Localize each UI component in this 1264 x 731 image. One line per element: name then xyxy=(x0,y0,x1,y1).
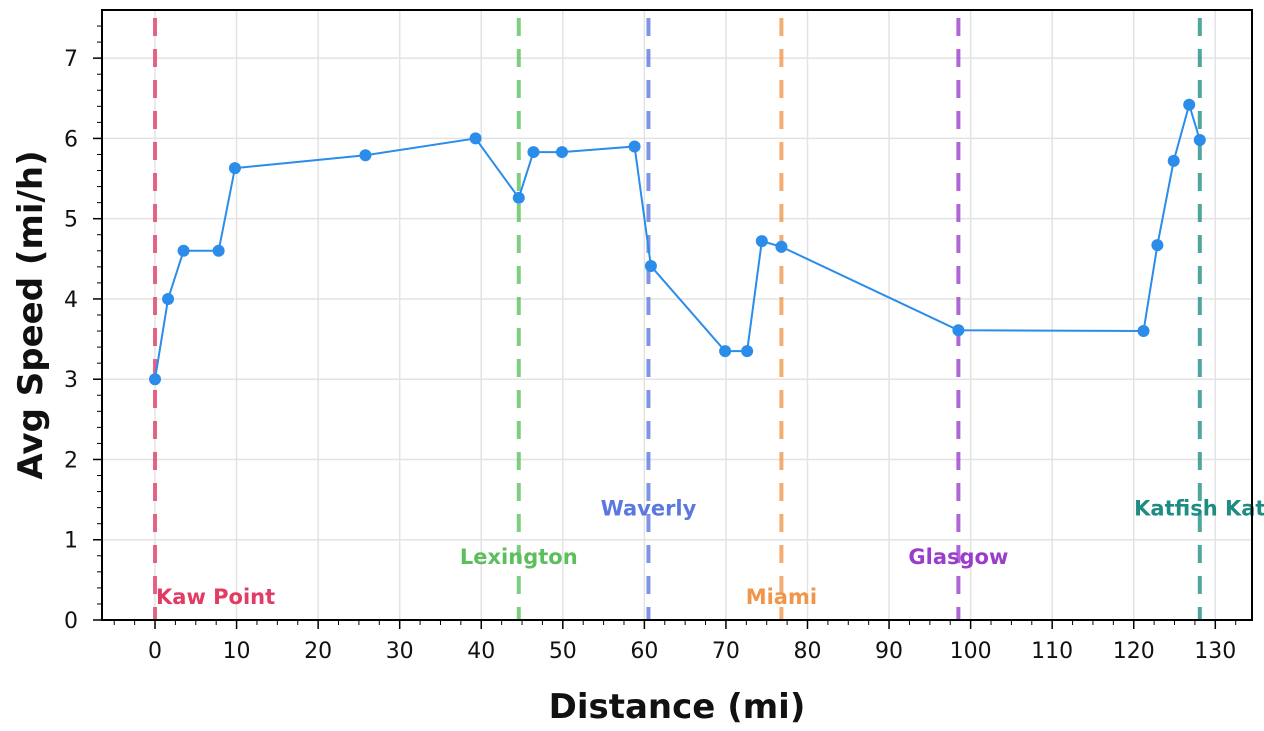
y-tick-label: 7 xyxy=(64,47,78,72)
data-point xyxy=(755,235,768,248)
x-axis-title: Distance (mi) xyxy=(549,687,806,727)
data-point xyxy=(359,149,372,162)
grid xyxy=(102,10,1252,621)
data-point xyxy=(775,240,788,253)
x-tick-label: 30 xyxy=(386,639,414,664)
x-tick-label: 10 xyxy=(223,639,251,664)
data-point xyxy=(177,244,190,257)
y-tick-label: 1 xyxy=(64,529,78,554)
x-tick-label: 40 xyxy=(467,639,495,664)
y-tick-label: 4 xyxy=(64,288,78,313)
data-point xyxy=(512,191,525,204)
marker-label: Glasgow xyxy=(908,545,1008,569)
plot-frame xyxy=(101,9,1253,621)
x-tick-label: 60 xyxy=(630,639,658,664)
y-tick-label: 6 xyxy=(64,127,78,152)
y-tick-label: 2 xyxy=(64,448,78,473)
x-tick-label: 100 xyxy=(950,639,992,664)
x-tick-label: 70 xyxy=(712,639,740,664)
data-point xyxy=(162,292,175,305)
marker-label: Lexington xyxy=(460,545,578,569)
y-axis-title: Avg Speed (mi/h) xyxy=(11,150,51,479)
speed-series xyxy=(149,98,1206,386)
x-tick-label: 110 xyxy=(1031,639,1073,664)
data-point xyxy=(228,162,241,175)
y-tick-label: 5 xyxy=(64,208,78,233)
data-point xyxy=(212,244,225,257)
data-point xyxy=(1151,239,1164,252)
marker-label: Miami xyxy=(746,585,817,609)
marker-label: Waverly xyxy=(601,497,697,521)
data-point xyxy=(628,140,641,153)
data-point xyxy=(527,146,540,159)
data-point xyxy=(1137,325,1150,338)
data-point xyxy=(1167,154,1180,167)
data-point xyxy=(469,132,482,145)
data-point xyxy=(556,146,568,159)
x-tick-label: 80 xyxy=(793,639,821,664)
x-tick-label: 120 xyxy=(1113,639,1155,664)
marker-label: Kaw Point xyxy=(156,585,275,609)
axes: 0 10 20 30 40 50 60 70 80 90 100 110 120 130 0 1 2 3 4 5 6 7 xyxy=(64,25,1236,664)
x-tick-label: 0 xyxy=(148,639,162,664)
x-tick-label: 20 xyxy=(304,639,332,664)
x-tick-label: 50 xyxy=(549,639,577,664)
data-point xyxy=(644,260,657,273)
data-point xyxy=(1183,98,1196,111)
marker-label: Katfish Kat xyxy=(1134,497,1264,521)
y-tick-label: 0 xyxy=(64,609,78,634)
data-point xyxy=(741,345,754,358)
data-point xyxy=(1193,134,1206,147)
data-point xyxy=(719,345,732,358)
series-line xyxy=(154,101,1201,380)
x-tick-label: 130 xyxy=(1194,639,1236,664)
location-markers: Kaw Point Lexington Waverly Miami Glasgow Kat… xyxy=(153,18,1264,620)
data-point xyxy=(149,373,162,386)
data-point xyxy=(952,324,965,337)
x-tick-label: 90 xyxy=(875,639,903,664)
y-tick-label: 3 xyxy=(64,368,78,393)
